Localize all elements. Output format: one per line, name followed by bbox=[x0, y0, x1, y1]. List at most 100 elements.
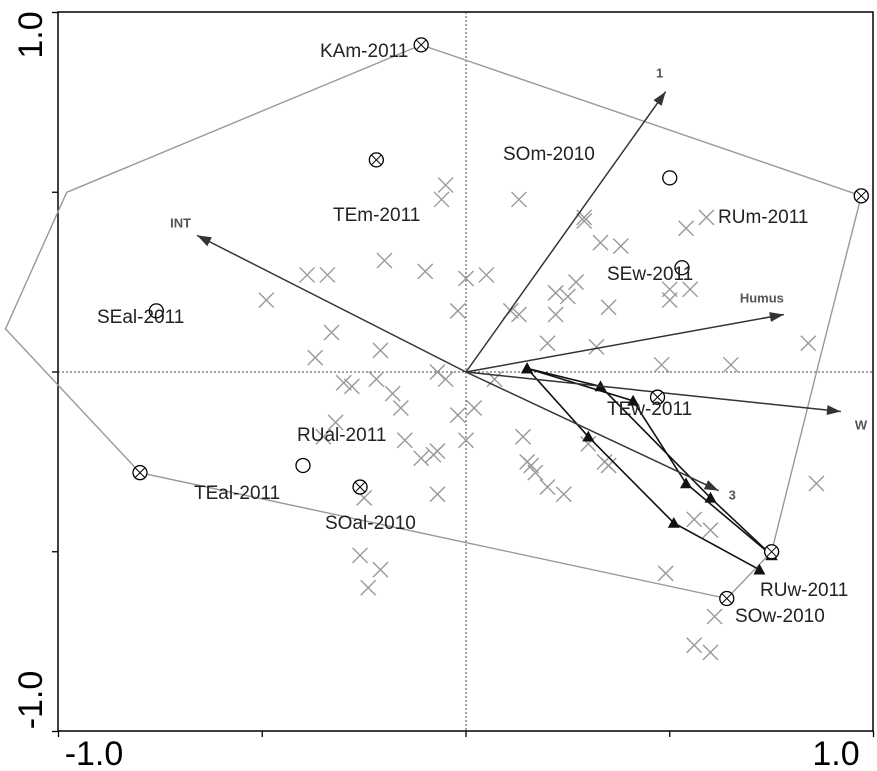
species-point bbox=[523, 457, 540, 474]
species-point bbox=[800, 335, 817, 352]
species-point bbox=[343, 378, 360, 395]
species-cross-stroke bbox=[299, 266, 316, 283]
species-cross-stroke bbox=[661, 292, 678, 309]
species-point bbox=[376, 252, 393, 269]
species-cross-stroke bbox=[425, 446, 442, 463]
species-cross-stroke bbox=[429, 486, 446, 503]
vector-arrowhead bbox=[703, 480, 719, 491]
site-cross bbox=[371, 154, 382, 166]
species-point bbox=[678, 220, 695, 237]
species-point bbox=[299, 266, 316, 283]
species-cross-stroke bbox=[392, 399, 409, 416]
species-cross-stroke bbox=[555, 486, 572, 503]
species-point bbox=[327, 414, 344, 431]
site-label-tem-2011: TEm-2011 bbox=[333, 205, 420, 226]
site-label-kam-2011: KAm-2011 bbox=[320, 41, 408, 62]
species-cross-stroke bbox=[547, 284, 564, 301]
trajectory-triangle bbox=[704, 491, 717, 503]
species-point bbox=[600, 457, 617, 474]
species-cross-stroke bbox=[588, 338, 605, 355]
site-label-ruw-2011: RUw-2011 bbox=[760, 580, 848, 601]
site-label-teal-2011: TEal-2011 bbox=[194, 483, 280, 504]
species-point bbox=[555, 486, 572, 503]
trajectory-triangle bbox=[753, 563, 766, 575]
site-cross bbox=[766, 546, 777, 557]
species-cross-stroke bbox=[319, 266, 336, 283]
site-cross bbox=[856, 190, 867, 201]
species-cross-stroke bbox=[686, 637, 703, 654]
species-point bbox=[510, 191, 527, 208]
species-cross-stroke bbox=[515, 428, 532, 445]
species-cross-stroke bbox=[429, 364, 446, 380]
species-point bbox=[539, 335, 556, 352]
site-marker bbox=[295, 457, 311, 474]
species-cross-stroke bbox=[396, 432, 413, 449]
species-cross-stroke bbox=[372, 561, 389, 578]
species-cross-stroke bbox=[592, 234, 609, 251]
species-point bbox=[433, 191, 450, 208]
species-point bbox=[510, 306, 527, 323]
species-point bbox=[515, 428, 532, 445]
species-cross-stroke bbox=[323, 324, 340, 341]
species-cross-stroke bbox=[600, 299, 617, 316]
species-cross-stroke bbox=[258, 292, 275, 309]
species-point bbox=[702, 644, 719, 661]
species-point bbox=[417, 263, 434, 280]
species-point bbox=[547, 306, 564, 323]
species-point bbox=[588, 338, 605, 355]
species-cross-stroke bbox=[523, 457, 540, 474]
species-cross-stroke bbox=[539, 479, 556, 496]
species-point bbox=[527, 464, 544, 481]
species-point bbox=[396, 432, 413, 449]
species-cross-stroke bbox=[335, 374, 352, 391]
species-cross-stroke bbox=[449, 302, 466, 319]
site-label-sew-2011: SEw-2011 bbox=[607, 264, 693, 285]
species-cross-stroke bbox=[458, 432, 474, 449]
species-cross-stroke bbox=[686, 511, 703, 528]
vector-shaft bbox=[465, 313, 784, 373]
species-cross-stroke bbox=[449, 407, 466, 424]
site-label-som-2010: SOm-2010 bbox=[503, 144, 595, 165]
vector-layer: 1 INT Humus W 3 bbox=[170, 66, 868, 503]
species-point bbox=[413, 450, 430, 467]
species-cross-stroke bbox=[702, 522, 719, 539]
vector-shaft bbox=[196, 234, 467, 373]
site-label-tew-2011: TEw-2011 bbox=[607, 399, 692, 420]
site-label-seal-2011: SEal-2011 bbox=[97, 307, 184, 328]
species-cross-stroke bbox=[600, 457, 617, 474]
vector-shaft bbox=[465, 371, 719, 492]
species-cross-stroke bbox=[376, 252, 393, 269]
vector-arrowhead bbox=[769, 312, 784, 322]
species-cross-stroke bbox=[437, 371, 454, 388]
species-cross-stroke bbox=[702, 644, 719, 661]
species-point bbox=[429, 486, 446, 503]
species-point bbox=[661, 292, 678, 309]
species-point bbox=[568, 274, 585, 291]
vector-int: INT bbox=[170, 215, 467, 373]
species-point bbox=[612, 238, 629, 255]
site-cross bbox=[416, 39, 427, 51]
site-label-rual-2011: RUal-2011 bbox=[297, 425, 386, 446]
x-tick-label: -1.0 bbox=[65, 735, 124, 771]
trajectory-line bbox=[526, 367, 773, 556]
species-point bbox=[539, 479, 556, 496]
species-cross-stroke bbox=[343, 378, 360, 395]
species-cross-stroke bbox=[478, 266, 495, 283]
species-cross-stroke bbox=[653, 356, 670, 373]
species-cross-stroke bbox=[580, 435, 597, 452]
axis-ticks: -1.0 1.0 1.0 -1.0 bbox=[12, 11, 875, 771]
species-point bbox=[319, 266, 336, 283]
species-cross-stroke bbox=[458, 270, 474, 287]
species-point bbox=[580, 435, 597, 452]
site-marker bbox=[763, 544, 780, 560]
site-circle bbox=[674, 260, 690, 276]
site-label-rum-2011: RUm-2011 bbox=[718, 207, 808, 228]
trajectory-line bbox=[526, 367, 760, 571]
species-point bbox=[437, 371, 454, 388]
site-marker bbox=[719, 590, 735, 607]
species-cross-stroke bbox=[510, 306, 527, 323]
site-circle bbox=[295, 457, 311, 474]
species-cross-stroke bbox=[327, 414, 344, 431]
species-point bbox=[372, 561, 389, 578]
